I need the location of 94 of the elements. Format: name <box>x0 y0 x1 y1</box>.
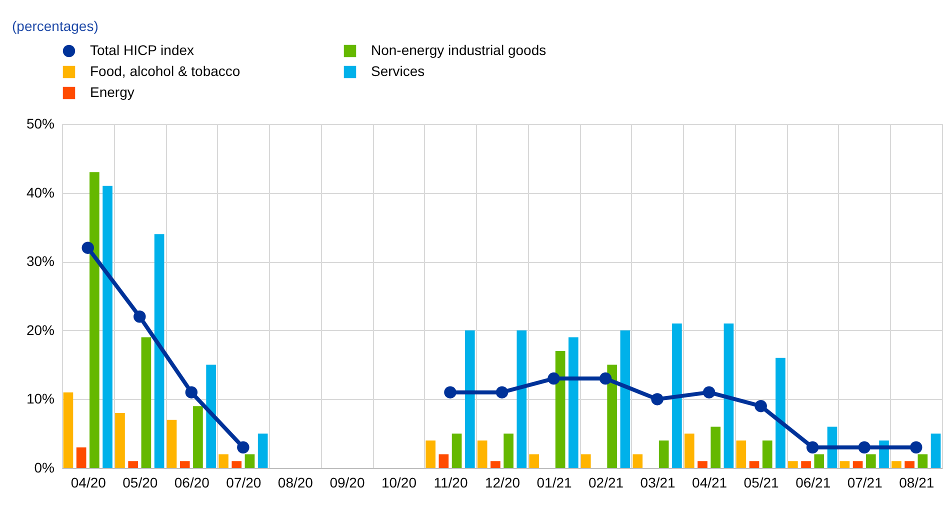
bar <box>426 440 436 468</box>
point <box>754 400 767 412</box>
bar <box>206 364 216 468</box>
bar <box>76 447 86 468</box>
bar <box>90 172 100 468</box>
bar <box>684 434 694 468</box>
bar <box>658 440 669 468</box>
x-tick-label: 04/21 <box>692 474 728 490</box>
point <box>651 393 664 406</box>
point <box>237 441 250 454</box>
bar <box>477 440 488 468</box>
x-tick-label: 08/21 <box>899 474 934 490</box>
bar <box>193 406 203 468</box>
legend-label: Services <box>371 63 425 79</box>
x-tick-label: 09/20 <box>330 474 365 490</box>
x-tick-label: 07/21 <box>847 474 883 490</box>
bar <box>166 420 177 468</box>
bar <box>232 461 242 468</box>
x-tick-label: 08/20 <box>278 474 314 490</box>
x-tick-label: 03/21 <box>640 474 676 490</box>
bar <box>607 364 617 468</box>
point <box>599 372 612 385</box>
point <box>806 441 819 454</box>
legend-label: Non-energy industrial goods <box>371 42 546 58</box>
x-tick-label: 06/21 <box>796 474 831 490</box>
bar <box>555 351 566 468</box>
x-tick-label: 11/20 <box>434 474 468 490</box>
bar <box>801 461 811 468</box>
point <box>548 372 560 385</box>
bar <box>490 461 500 468</box>
y-tick-label: 50% <box>26 116 54 132</box>
bar <box>568 337 578 468</box>
bar <box>892 461 902 468</box>
point <box>185 386 198 398</box>
bar <box>504 434 514 468</box>
x-tick-label: 01/21 <box>536 474 572 490</box>
x-tick-label: 10/20 <box>381 474 417 490</box>
y-tick-label: 40% <box>26 184 54 200</box>
bar <box>672 324 682 468</box>
point <box>910 441 922 454</box>
bar <box>452 434 462 468</box>
bar <box>516 330 527 468</box>
y-tick-label: 0% <box>34 460 54 476</box>
bar <box>736 440 746 468</box>
bar <box>776 358 786 468</box>
bar <box>904 461 914 468</box>
bar <box>580 454 591 468</box>
y-tick-label: 10% <box>26 390 54 407</box>
bar <box>115 412 125 468</box>
bar <box>218 454 228 468</box>
legend-label: Food, alcohol & tobacco <box>90 63 240 79</box>
bar <box>128 461 138 468</box>
bar <box>840 461 850 468</box>
bar <box>154 234 164 468</box>
bar <box>464 330 475 468</box>
x-tick-label: 05/20 <box>122 474 158 490</box>
bar <box>814 454 824 468</box>
bar <box>762 440 772 468</box>
point <box>496 386 508 398</box>
bar <box>141 337 152 468</box>
point <box>82 242 94 254</box>
point <box>134 310 146 323</box>
bar <box>749 461 760 468</box>
bar <box>710 426 721 468</box>
x-tick-label: 07/20 <box>226 474 262 490</box>
bar <box>632 454 643 468</box>
bar <box>620 330 630 468</box>
y-tick-label: 20% <box>26 322 54 338</box>
bar <box>438 454 449 468</box>
bar <box>180 461 190 468</box>
chart-title: (percentages) <box>12 18 98 34</box>
bar <box>63 392 74 468</box>
bar <box>724 324 734 468</box>
point <box>858 441 870 454</box>
bar <box>258 434 268 468</box>
bar <box>918 454 928 468</box>
legend-label: Energy <box>90 84 134 100</box>
y-tick-label: 30% <box>26 253 54 270</box>
bar <box>529 454 540 468</box>
bar <box>852 461 863 468</box>
bar <box>866 454 876 468</box>
point <box>702 386 716 398</box>
x-tick-label: 05/21 <box>744 474 780 490</box>
point <box>444 386 456 398</box>
x-tick-label: 04/20 <box>70 474 106 490</box>
x-tick-label: 02/21 <box>588 474 624 490</box>
legend-label: Total HICP index <box>90 42 194 58</box>
bar <box>788 461 798 468</box>
bar <box>930 434 941 468</box>
bar <box>244 454 255 468</box>
x-tick-label: 06/20 <box>174 474 210 490</box>
bar <box>102 186 112 468</box>
x-tick-label: 12/20 <box>484 474 520 490</box>
bar <box>698 461 708 468</box>
